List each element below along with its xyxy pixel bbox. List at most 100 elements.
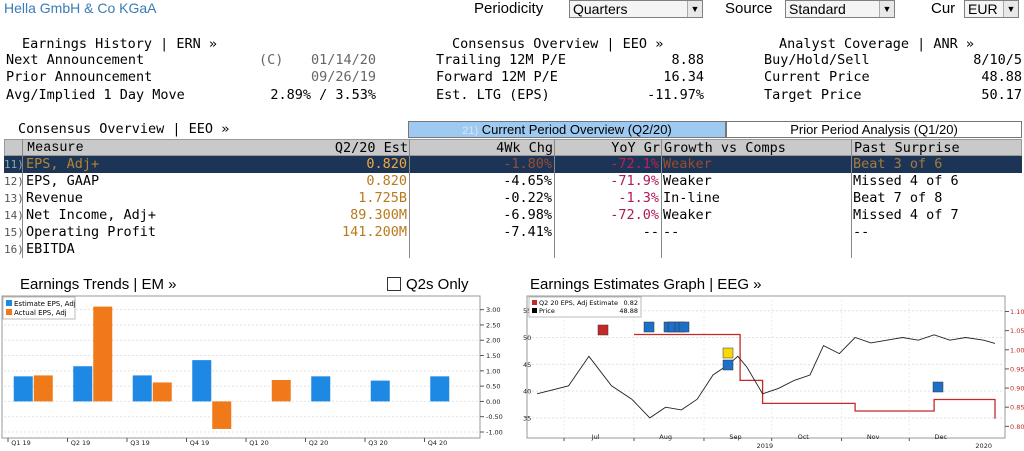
bar[interactable] xyxy=(132,375,152,402)
bar[interactable] xyxy=(370,380,390,402)
legend-estimate-value: 0.82 xyxy=(624,299,638,307)
event-marker[interactable] xyxy=(722,359,734,371)
x-year-label: 2019 xyxy=(757,442,774,450)
tab-current-number: 21) xyxy=(462,125,479,137)
price-line xyxy=(536,334,996,419)
left-axis-label: 40 xyxy=(523,388,531,396)
earnings-trends-chart: 3.00 2.50 2.00 1.50 1.00 0.50 0.00 -0.50 -1.00 Q… xyxy=(1,295,503,447)
row-yoy-growth: -72.1% xyxy=(610,156,659,172)
periodicity-label: Periodicity xyxy=(474,0,544,17)
table-row[interactable]: 15) Operating Profit 141.200M -7.41% -- -- -- xyxy=(4,224,1022,241)
column-divider xyxy=(409,139,410,258)
bar[interactable] xyxy=(152,382,172,402)
legend-estimate-swatch xyxy=(532,300,537,305)
legend-price-value: 48.88 xyxy=(619,307,638,315)
q2s-only-checkbox[interactable] xyxy=(387,277,401,291)
row-yoy-growth xyxy=(556,241,659,258)
earnings-graph-title[interactable]: Earnings Estimates Graph | EEG » xyxy=(530,276,762,293)
est-ltg-value: -11.97% xyxy=(647,87,704,103)
earnings-history-title[interactable]: Earnings History | ERN » xyxy=(22,36,218,52)
col-surprise[interactable]: Past Surprise xyxy=(854,140,960,156)
row-yoy-growth: -- xyxy=(642,224,659,240)
row-number: 16) xyxy=(4,243,22,256)
bar[interactable] xyxy=(33,375,53,402)
bar[interactable] xyxy=(271,380,291,402)
table-row[interactable]: 11) EPS, Adj+ 0.820 -1.80% -72.1% Weaker Beat … xyxy=(4,156,1022,173)
column-divider xyxy=(22,139,23,258)
bar[interactable] xyxy=(93,306,113,402)
x-tick-label: Aug xyxy=(659,433,672,441)
tab-prior-period[interactable]: Prior Period Analysis (Q1/20) xyxy=(726,121,1022,138)
analyst-coverage-title[interactable]: Analyst Coverage | ANR » xyxy=(779,36,975,52)
bar[interactable] xyxy=(73,366,93,402)
bar[interactable] xyxy=(192,360,212,402)
row-growth-vs-comps: Weaker xyxy=(663,207,712,223)
x-tick-label: Dec xyxy=(935,433,948,441)
row-4wk-change: -1.80% xyxy=(503,156,552,172)
q2s-only-label: Q2s Only xyxy=(406,276,469,293)
row-4wk-change: -0.22% xyxy=(503,190,552,206)
legend-estimate-label: Q2 20 EPS, Adj Estimate xyxy=(539,299,618,307)
left-axis-label: 55 xyxy=(523,307,531,315)
est-ltg-label: Est. LTG (EPS) xyxy=(436,87,550,103)
row-estimate: 1.725B xyxy=(358,190,407,206)
table-row[interactable]: 13) Revenue 1.725B -0.22% -1.3% In-line Beat 7… xyxy=(4,190,1022,207)
x-tick-label: Sep xyxy=(729,433,741,441)
row-past-surprise: -- xyxy=(853,224,870,240)
col-yoy[interactable]: YoY Gr xyxy=(611,140,660,156)
x-tick-label: Q4 20 xyxy=(428,439,448,447)
consensus-table-title[interactable]: Consensus Overview | EEO » xyxy=(18,121,230,137)
left-axis-label: 50 xyxy=(523,334,531,342)
chevron-down-icon[interactable]: ▼ xyxy=(879,1,894,17)
row-4wk-change: -6.98% xyxy=(503,207,552,223)
left-axis-label: 45 xyxy=(523,361,531,369)
chevron-down-icon[interactable]: ▼ xyxy=(687,1,702,17)
col-comps[interactable]: Growth vs Comps xyxy=(664,140,786,156)
x-tick-label: Q3 19 xyxy=(130,439,150,447)
trailing-pe-label: Trailing 12M P/E xyxy=(436,52,567,68)
table-row[interactable]: 12) EPS, GAAP 0.820 -4.65% -71.9% Weaker Misse… xyxy=(4,173,1022,190)
tab-current-period[interactable]: 21) Current Period Overview (Q2/20) xyxy=(408,121,726,138)
event-marker[interactable] xyxy=(678,321,690,333)
consensus-overview-title[interactable]: Consensus Overview | EEO » xyxy=(452,36,664,52)
x-tick-label: Jul xyxy=(591,433,600,441)
y-tick-label: -1.00 xyxy=(486,429,503,437)
x-tick-label: Q1 20 xyxy=(249,439,269,447)
event-marker[interactable] xyxy=(722,347,734,359)
bar[interactable] xyxy=(212,401,232,429)
row-past-surprise: Missed 4 of 7 xyxy=(853,207,959,223)
table-row[interactable]: 14) Net Income, Adj+ 89.300M -6.98% -72.0% We… xyxy=(4,207,1022,224)
currency-value: EUR xyxy=(968,1,998,17)
col-measure[interactable]: Measure xyxy=(27,141,84,156)
row-measure: EPS, Adj+ xyxy=(26,156,100,172)
periodicity-select[interactable]: Quarters ▼ xyxy=(569,0,703,18)
row-4wk-change: -4.65% xyxy=(503,173,552,189)
event-marker[interactable] xyxy=(597,324,609,336)
row-growth-vs-comps: Weaker xyxy=(663,173,712,189)
chevron-down-icon[interactable]: ▼ xyxy=(1003,1,1018,17)
right-axis-label: 1.00 xyxy=(1010,346,1024,354)
consensus-overview-panel: Trailing 12M P/E 8.88 Forward 12M P/E 16… xyxy=(430,52,706,106)
col-est[interactable]: Q2/20 Est xyxy=(334,140,408,156)
next-announcement-value: 01/14/20 xyxy=(310,52,376,68)
source-value: Standard xyxy=(789,1,846,17)
bar[interactable] xyxy=(13,376,33,402)
event-marker[interactable] xyxy=(643,321,655,333)
legend-actual-label: Actual EPS, Adj xyxy=(14,309,67,317)
row-number: 12) xyxy=(4,175,22,188)
bar[interactable] xyxy=(430,376,450,402)
source-select[interactable]: Standard ▼ xyxy=(785,0,895,18)
event-marker[interactable] xyxy=(932,381,944,393)
row-past-surprise: Beat 7 of 8 xyxy=(853,190,943,206)
right-axis-label: 0.90 xyxy=(1010,385,1024,393)
prior-announcement-value: 09/26/19 xyxy=(310,69,376,85)
table-row[interactable]: 16) EBITDA xyxy=(4,241,1022,258)
bar[interactable] xyxy=(311,376,331,402)
y-tick-label: 2.50 xyxy=(486,321,500,329)
col-4wk[interactable]: 4Wk Chg xyxy=(496,140,553,156)
earnings-trends-title[interactable]: Earnings Trends | EM » xyxy=(20,276,177,293)
event-markers[interactable] xyxy=(597,321,944,393)
currency-select[interactable]: EUR ▼ xyxy=(964,0,1019,18)
row-measure: EBITDA xyxy=(26,241,75,257)
